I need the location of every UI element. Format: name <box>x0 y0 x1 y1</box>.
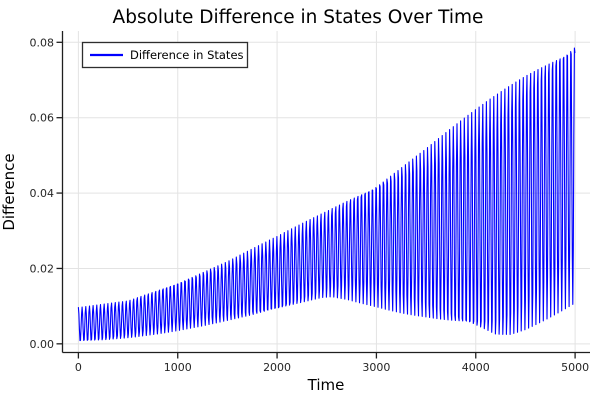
x-axis-label: Time <box>307 376 345 394</box>
x-tick-label: 5000 <box>561 361 589 374</box>
legend: Difference in States <box>81 41 249 69</box>
y-axis-label: Difference <box>0 153 18 230</box>
y-tick-label: 0.08 <box>30 36 55 49</box>
y-tick-label: 0.02 <box>30 262 55 275</box>
legend-box <box>81 41 249 69</box>
x-tick-label: 3000 <box>362 361 390 374</box>
y-tick-label: 0.00 <box>30 338 55 351</box>
y-tick-label: 0.04 <box>30 187 55 200</box>
axes-group <box>56 31 590 359</box>
x-tick-label: 2000 <box>263 361 291 374</box>
chart-title: Absolute Difference in States Over Time <box>113 7 484 28</box>
tick-labels-group: 0 1000 2000 3000 4000 5000 0.00 0.02 0.04 0.06 0.0… <box>30 36 590 374</box>
series-line-difference-in-states <box>77 47 576 342</box>
legend-label: Difference in States <box>130 48 244 62</box>
y-tick-label: 0.06 <box>30 112 55 125</box>
x-tick-label: 0 <box>75 361 82 374</box>
x-tick-label: 4000 <box>462 361 490 374</box>
x-tick-label: 1000 <box>164 361 192 374</box>
